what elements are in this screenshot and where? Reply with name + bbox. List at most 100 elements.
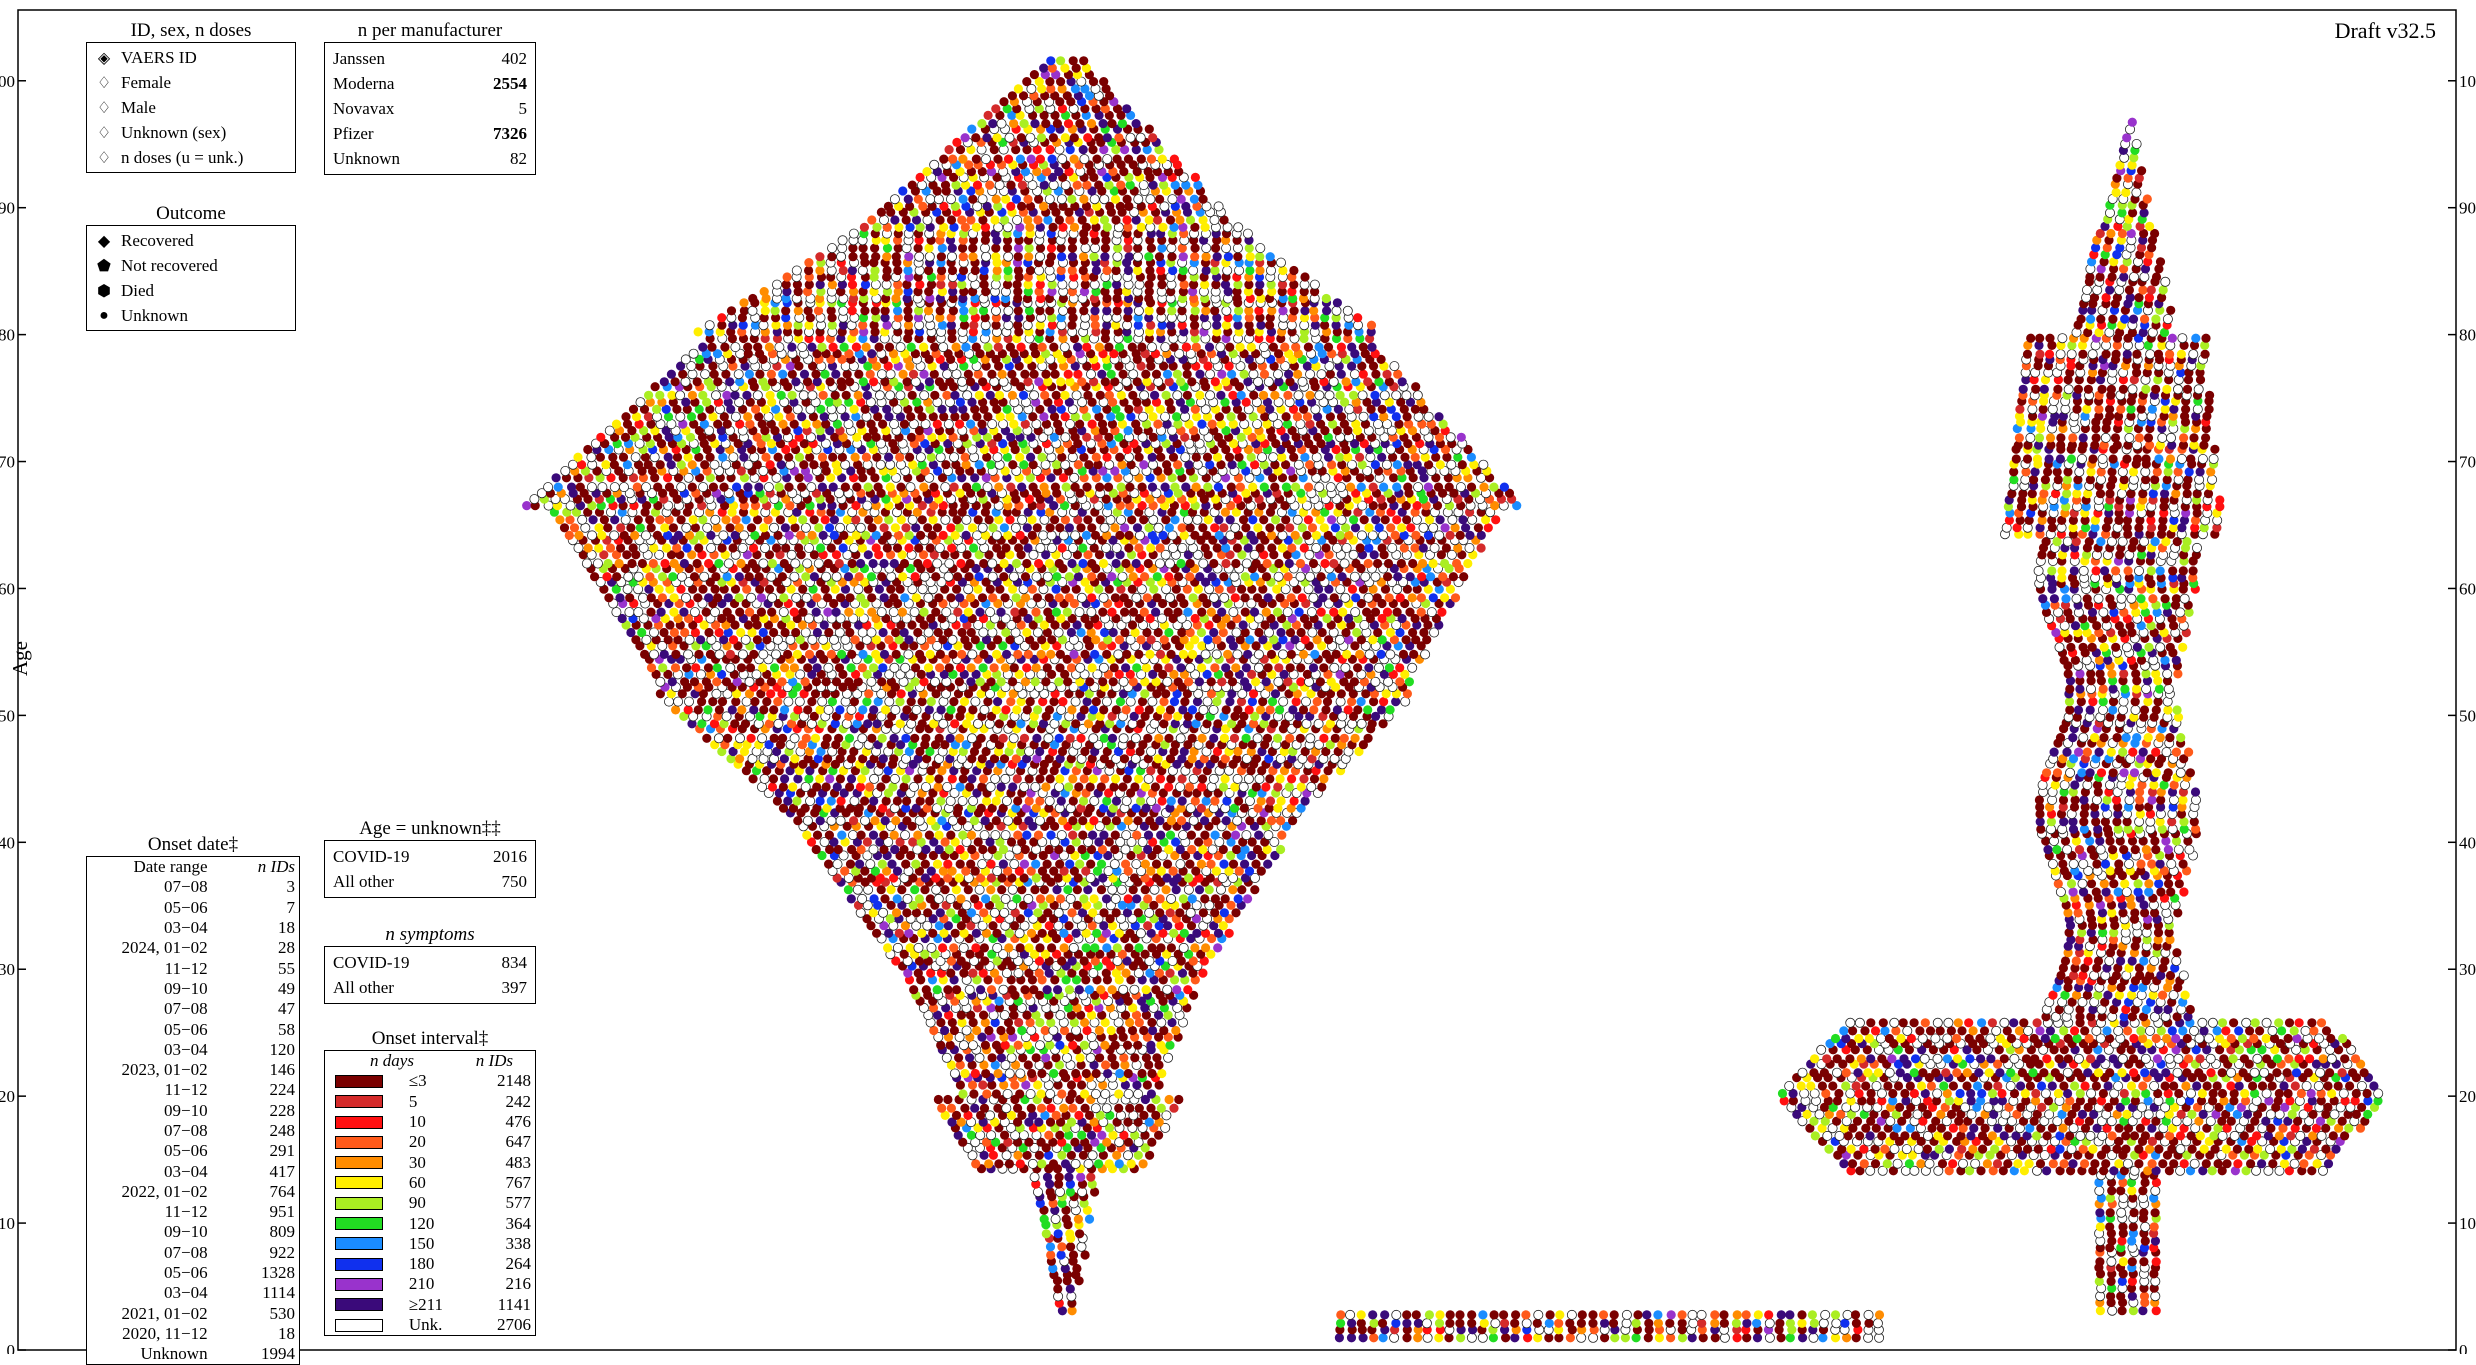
data-point <box>1277 796 1286 805</box>
data-point <box>2190 1159 2199 1168</box>
data-point <box>968 705 977 714</box>
data-point <box>2262 1054 2271 1063</box>
data-point <box>1874 1068 1883 1077</box>
data-point <box>1072 929 1081 938</box>
data-point <box>2141 669 2150 678</box>
data-point <box>2135 817 2144 826</box>
data-point <box>1953 1054 1962 1063</box>
data-point <box>2156 859 2165 868</box>
data-point <box>978 860 987 869</box>
data-point <box>783 796 792 805</box>
data-point <box>1100 1041 1109 1050</box>
data-point <box>2202 1159 2211 1168</box>
data-point <box>1102 697 1111 706</box>
data-point <box>1341 663 1350 672</box>
data-point <box>1309 663 1318 672</box>
data-point <box>2064 1054 2073 1063</box>
data-point <box>1027 1026 1036 1035</box>
data-point <box>1111 1041 1120 1050</box>
data-point <box>1046 774 1055 783</box>
data-point <box>1276 845 1285 854</box>
data-point <box>1064 1173 1073 1182</box>
data-point <box>1020 860 1029 869</box>
data-point <box>1242 663 1251 672</box>
data-point <box>2086 1054 2095 1063</box>
data-point <box>1067 1080 1076 1089</box>
data-point <box>980 1104 989 1113</box>
data-point <box>1097 782 1106 791</box>
data-point <box>847 663 856 672</box>
data-point <box>1075 985 1084 994</box>
data-point <box>2109 684 2118 693</box>
data-point <box>2116 1186 2125 1195</box>
data-point <box>1176 734 1185 743</box>
data-point <box>1753 1333 1762 1342</box>
data-point <box>1860 1159 1869 1168</box>
data-point <box>1090 796 1099 805</box>
data-point <box>1353 663 1362 672</box>
data-point <box>934 774 943 783</box>
data-point <box>2203 1081 2212 1090</box>
data-point <box>1186 663 1195 672</box>
data-point <box>900 782 909 791</box>
data-point <box>971 943 980 952</box>
data-point <box>1058 816 1067 825</box>
data-point <box>1004 816 1013 825</box>
data-point <box>2234 1026 2243 1035</box>
data-point <box>2283 1068 2292 1077</box>
data-point <box>1158 796 1167 805</box>
data-point <box>2095 1257 2104 1266</box>
data-point <box>2095 1208 2104 1217</box>
data-point <box>1822 1054 1831 1063</box>
data-point <box>2272 1068 2281 1077</box>
data-point <box>2150 1222 2159 1231</box>
data-point <box>1890 1018 1899 1027</box>
data-point <box>1993 1081 2002 1090</box>
data-point <box>1264 663 1273 672</box>
data-point <box>2098 705 2107 714</box>
data-point <box>1203 697 1212 706</box>
data-point <box>2129 1034 2138 1043</box>
data-point <box>2092 887 2101 896</box>
data-point <box>2262 1034 2271 1043</box>
data-point <box>2213 1081 2222 1090</box>
data-point <box>2105 1068 2114 1077</box>
data-point <box>2113 733 2122 742</box>
data-point <box>1102 1104 1111 1113</box>
data-point <box>1206 860 1215 869</box>
data-point <box>1306 734 1315 743</box>
data-point <box>1145 816 1154 825</box>
data-point <box>2176 733 2185 742</box>
data-point <box>2095 1186 2104 1195</box>
data-point <box>812 782 821 791</box>
data-point <box>1001 663 1010 672</box>
data-point <box>1957 1026 1966 1035</box>
data-point <box>1004 943 1013 952</box>
data-point <box>2094 1068 2103 1077</box>
data-point <box>1402 1310 1411 1319</box>
data-point <box>2174 1089 2183 1098</box>
data-point <box>1820 1068 1829 1077</box>
data-point <box>1033 1187 1042 1196</box>
data-point <box>2069 887 2078 896</box>
data-point <box>1185 860 1194 869</box>
data-point <box>1147 1018 1156 1027</box>
data-point <box>1078 845 1087 854</box>
data-point <box>1078 816 1087 825</box>
data-point <box>2028 1068 2037 1077</box>
data-point <box>2039 1068 2048 1077</box>
data-point <box>2198 1018 2207 1027</box>
data-point <box>1386 705 1395 714</box>
y-tick-label: 30 <box>2459 960 2476 979</box>
data-point <box>1074 1111 1083 1120</box>
data-point <box>1632 1319 1641 1328</box>
data-point <box>1045 1041 1054 1050</box>
data-point <box>2069 859 2078 868</box>
data-point <box>1132 860 1141 869</box>
data-point <box>1090 1187 1099 1196</box>
data-point <box>2286 1131 2295 1140</box>
data-point <box>1992 1026 2001 1035</box>
data-point <box>1033 705 1042 714</box>
data-point <box>2218 1018 2227 1027</box>
data-point <box>1359 1333 1368 1342</box>
